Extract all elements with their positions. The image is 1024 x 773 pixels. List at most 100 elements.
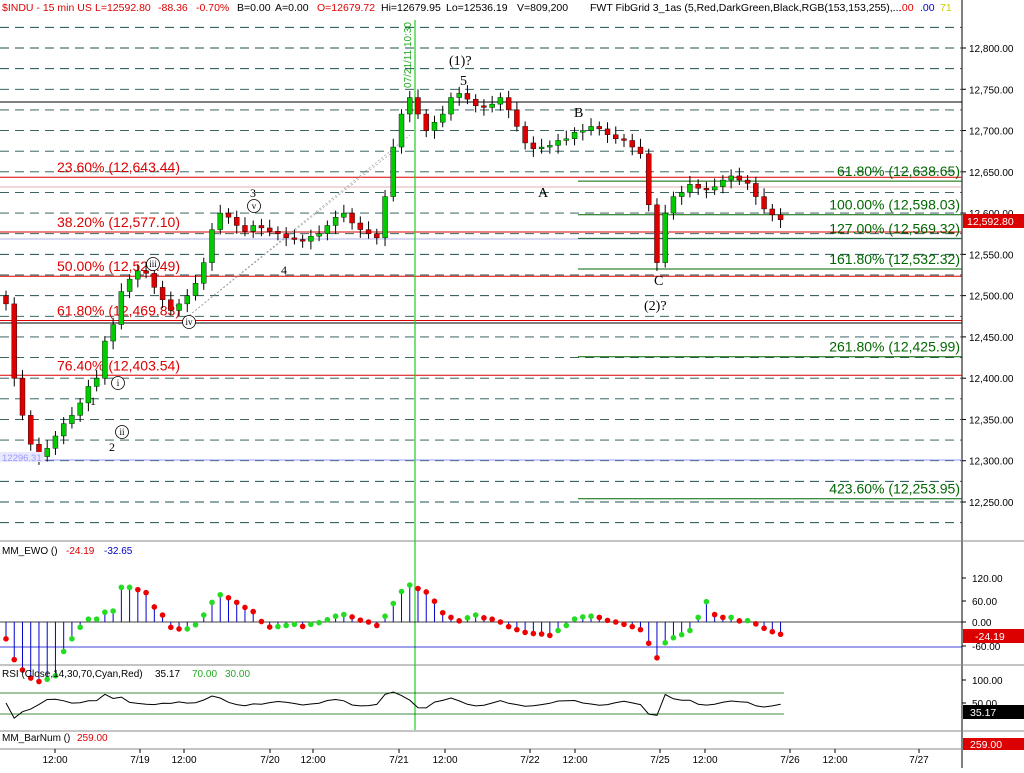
- candle-body: [19, 377, 26, 416]
- ewo-dot: [242, 604, 248, 611]
- ewo-dot: [645, 640, 652, 647]
- candle-body: [489, 103, 495, 108]
- rsi-tick-label: 100.00: [972, 676, 1003, 687]
- price-tick-label: 12,550.00: [969, 250, 1014, 261]
- ewo-dot: [332, 613, 339, 620]
- time-tick-label: 7/22: [520, 755, 540, 766]
- channel-line-lower: [185, 149, 396, 319]
- ewo-dot: [266, 624, 273, 630]
- ewo-dot: [497, 619, 504, 625]
- ewo-dot: [69, 636, 75, 642]
- ewo-dot: [390, 600, 397, 607]
- wave-circle-label: iv: [185, 317, 193, 327]
- fib-label-red: 38.20% (12,577.10): [57, 214, 180, 230]
- candle-body: [538, 146, 545, 149]
- fib-label-green: 423.60% (12,253.95): [829, 481, 960, 497]
- ewo-dot: [456, 618, 463, 624]
- candle-body: [522, 126, 528, 144]
- candle-body: [324, 225, 331, 234]
- candle-body: [769, 208, 776, 215]
- candle-body: [415, 97, 421, 115]
- header-low: Lo=12536.19: [446, 2, 508, 14]
- candle-body: [678, 192, 685, 197]
- candle-body: [168, 299, 174, 311]
- price-tick-label: 12,500.00: [969, 292, 1014, 303]
- candle-body: [266, 227, 273, 232]
- candle-body: [192, 283, 199, 296]
- rsi-title: RSI (Close,14,30,70,Cyan,Red): [2, 669, 143, 680]
- candle-body: [242, 225, 248, 232]
- time-tick-label: 12:00: [300, 755, 325, 766]
- candle-body: [563, 138, 570, 141]
- ewo-dot: [464, 615, 471, 621]
- candlesticks: [3, 85, 784, 465]
- ewo-dot: [316, 619, 322, 626]
- ewo-dot: [382, 613, 388, 620]
- candle-body: [316, 233, 322, 237]
- rsi-panel[interactable]: RSI (Close,14,30,70,Cyan,Red) 35.17 70.0…: [0, 669, 1024, 719]
- wave-circle: [115, 425, 129, 439]
- candle-body: [580, 130, 586, 133]
- candle-body: [456, 93, 462, 98]
- candle-body: [547, 145, 553, 148]
- ewo-dot: [159, 612, 166, 618]
- ewo-last-tag: -24.19: [975, 631, 1005, 643]
- fib-label-green: 261.80% (12,425.99): [829, 339, 960, 355]
- candle-body: [687, 183, 693, 193]
- last-price-value: 12,592.80: [967, 216, 1014, 228]
- barnum-panel[interactable]: MM_BarNum () 259.00 259.00: [2, 733, 1024, 751]
- time-tick-label: 12:00: [42, 755, 67, 766]
- trend-lines: [0, 101, 962, 461]
- rsi-lower: 30.00: [225, 669, 250, 680]
- candle-body: [613, 134, 619, 140]
- rsi-upper: 70.00: [192, 669, 217, 680]
- ewo-dot: [769, 628, 776, 635]
- header-volume: V=809,200: [517, 2, 568, 14]
- candle-body: [151, 273, 158, 288]
- time-tick-label: 7/25: [650, 755, 670, 766]
- wave-circle-label: i: [117, 378, 120, 388]
- candle-body: [604, 128, 611, 135]
- ewo-dot: [192, 621, 199, 628]
- candle-body: [629, 140, 635, 148]
- wave-label: 1: [90, 394, 96, 408]
- ewo-tick-label: 120.00: [972, 574, 1003, 585]
- ewo-dot: [596, 614, 603, 621]
- candle-body: [596, 126, 602, 130]
- ewo-dot: [102, 609, 108, 616]
- ewo-dot: [374, 622, 380, 629]
- candle-body: [472, 98, 479, 106]
- ewo-dot: [27, 675, 34, 681]
- ewo-dot: [678, 631, 685, 638]
- candle-body: [514, 109, 520, 127]
- candle-body: [753, 183, 759, 197]
- wave-circle-label: iii: [149, 259, 157, 269]
- time-axis[interactable]: 12:00 7/19 12:00 7/20 12:00 7/21 12:00 7/22 12:0…: [42, 749, 929, 766]
- candle-body: [143, 270, 149, 274]
- wave-label: 4: [281, 263, 287, 277]
- candle-body: [374, 233, 380, 239]
- header-change: -88.36: [158, 2, 188, 14]
- ewo-dot: [93, 616, 100, 622]
- candle-body: [761, 196, 767, 210]
- price-axis[interactable]: 12,800.0012,750.0012,700.0012,650.0012,6…: [962, 44, 1014, 509]
- candle-body: [308, 236, 314, 242]
- header-symbol: $INDU - 15 min US: [2, 2, 92, 14]
- ewo-dot: [60, 648, 67, 655]
- ewo-dot: [118, 584, 125, 591]
- candle-body: [126, 278, 133, 292]
- price-tick-label: 12,700.00: [969, 127, 1014, 138]
- header-ask: A=0.00: [275, 2, 309, 14]
- candle-body: [662, 212, 668, 263]
- candle-body: [93, 377, 100, 387]
- candle-body: [52, 435, 59, 449]
- ewo-tick-label: 0.00: [972, 618, 992, 629]
- candle-body: [637, 146, 644, 154]
- channel-line-upper: [185, 134, 411, 319]
- ewo-panel[interactable]: MM_EWO () -24.19 -32.65 120.00 60.00 0.00 -…: [0, 546, 1024, 685]
- ewo-dot: [143, 589, 149, 596]
- ewo-dot: [431, 598, 438, 605]
